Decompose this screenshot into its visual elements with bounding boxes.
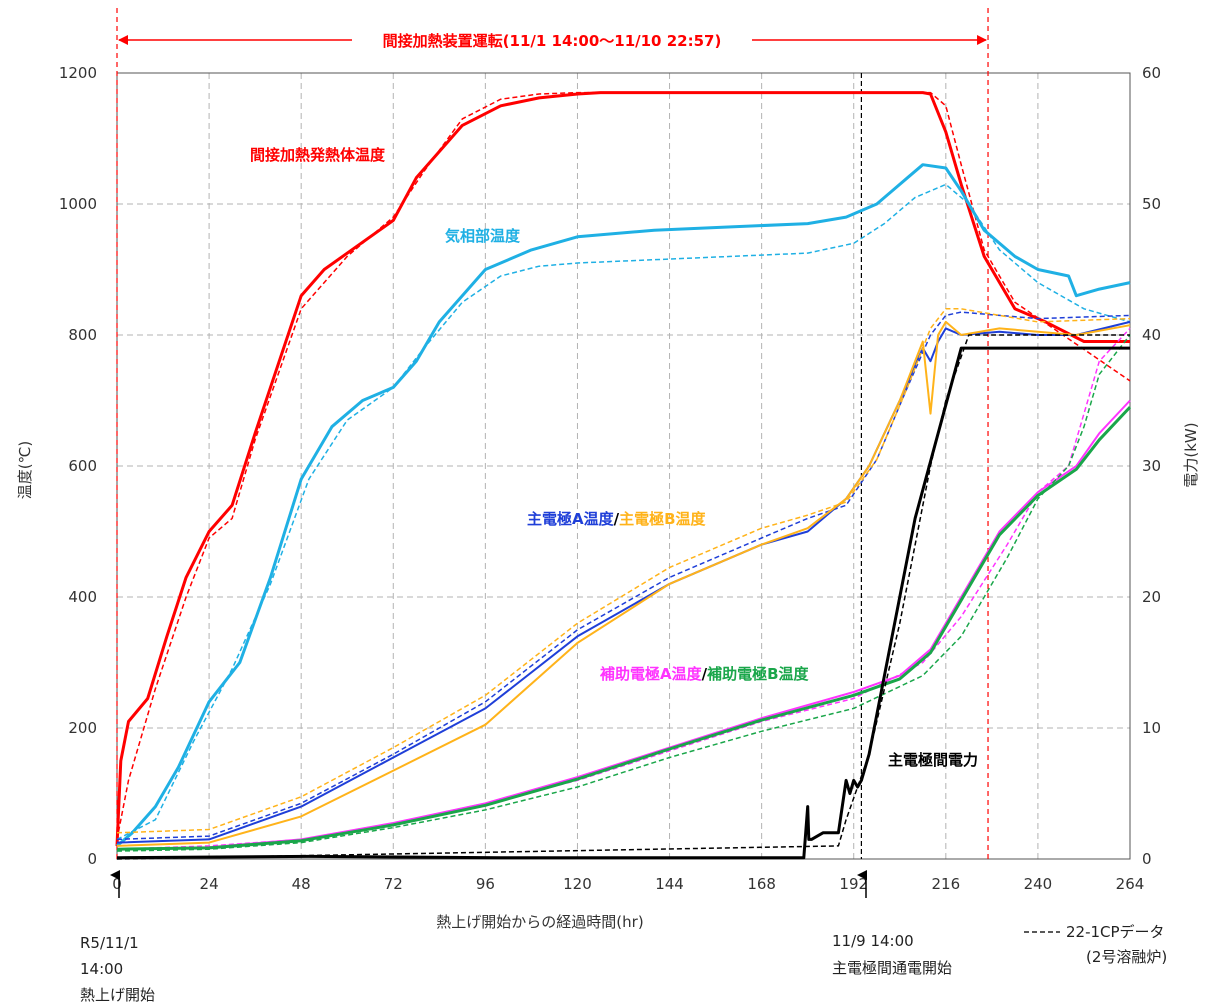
current-note: 11/9 14:00 主電極間通電開始 xyxy=(832,932,952,977)
y2-tick-60: 60 xyxy=(1142,64,1161,82)
series-gas-solid xyxy=(116,163,1131,848)
y2-tick-30: 30 xyxy=(1142,457,1161,475)
start-note-date: R5/11/1 xyxy=(80,934,139,952)
y-tick-0: 0 xyxy=(87,850,97,868)
start-note-text: 熱上げ開始 xyxy=(80,986,155,1003)
label-heater: 間接加熱発熱体温度 xyxy=(250,146,386,164)
y2-tick-0: 0 xyxy=(1142,850,1152,868)
label-aux-a: 補助電極A温度 xyxy=(599,665,703,683)
x-tick-0: 0 xyxy=(112,875,122,893)
series-main_b-solid xyxy=(116,320,1131,847)
y-tick-200: 200 xyxy=(68,719,97,737)
series-power-dashed xyxy=(116,334,1130,860)
x-tick-144: 144 xyxy=(655,875,684,893)
y-tick-800: 800 xyxy=(68,326,97,344)
label-aux-b: 補助電極B温度 xyxy=(706,665,809,683)
label-main-a: 主電極A温度 xyxy=(527,510,615,528)
legend: 22-1CPデータ (2号溶融炉) xyxy=(1024,923,1167,966)
y-tick-600: 600 xyxy=(68,457,97,475)
y-tick-400: 400 xyxy=(68,588,97,606)
start-note-time: 14:00 xyxy=(80,960,123,978)
x-tick-120: 120 xyxy=(563,875,592,893)
label-gas: 気相部温度 xyxy=(445,227,521,245)
series-heater-dashed xyxy=(116,91,1131,840)
operation-label: 間接加熱装置運転(11/1 14:00～11/10 22:57) xyxy=(383,32,722,50)
label-slash-aux: / xyxy=(702,665,708,683)
x-axis-title: 熱上げ開始からの経過時間(hr) xyxy=(436,913,643,931)
series-aux_b-solid xyxy=(116,406,1132,851)
legend-line-2: (2号溶融炉) xyxy=(1086,948,1167,966)
x-tick-264: 264 xyxy=(1116,875,1145,893)
x-tick-72: 72 xyxy=(384,875,403,893)
current-note-text: 主電極間通電開始 xyxy=(832,959,952,977)
y-axis-title: 温度(℃) xyxy=(16,441,34,500)
current-note-time: 11/9 14:00 xyxy=(832,932,914,950)
label-main-b: 主電極B温度 xyxy=(619,510,706,528)
y-tick-1000: 1000 xyxy=(59,195,97,213)
y-tick-labels: 0 200 400 600 800 1000 1200 xyxy=(59,64,97,868)
y2-tick-40: 40 xyxy=(1142,326,1161,344)
operation-period: 間接加熱装置運転(11/1 14:00～11/10 22:57) xyxy=(116,8,989,859)
series-gas-dashed xyxy=(116,183,1131,841)
label-power: 主電極間電力 xyxy=(888,751,978,769)
x-tick-216: 216 xyxy=(931,875,960,893)
y2-tick-labels: 0 10 20 30 40 50 60 xyxy=(1142,64,1161,868)
series-aux_a-dashed xyxy=(116,327,1131,850)
series-aux_a-solid xyxy=(116,399,1131,851)
x-tick-168: 168 xyxy=(747,875,776,893)
label-slash-main: / xyxy=(614,510,620,528)
grid-lines xyxy=(117,73,1130,859)
series-heater-solid xyxy=(115,91,1130,846)
x-tick-24: 24 xyxy=(200,875,219,893)
legend-line-1: 22-1CPデータ xyxy=(1066,923,1165,941)
x-tick-96: 96 xyxy=(476,875,495,893)
x-tick-192: 192 xyxy=(839,875,868,893)
series-main_a-dashed xyxy=(116,311,1131,841)
x-tick-240: 240 xyxy=(1024,875,1053,893)
series-aux_b-dashed xyxy=(116,334,1131,852)
series-lines xyxy=(115,91,1132,860)
label-aux-electrodes: 補助電極A温度/補助電極B温度 xyxy=(599,665,810,683)
y2-axis-title: 電力(kW) xyxy=(1182,422,1200,487)
y2-tick-10: 10 xyxy=(1142,719,1161,737)
y2-tick-20: 20 xyxy=(1142,588,1161,606)
y2-tick-50: 50 xyxy=(1142,195,1161,213)
x-tick-labels: 0 24 48 72 96 120 144 168 192 216 240 264 xyxy=(112,875,1144,893)
y-tick-1200: 1200 xyxy=(59,64,97,82)
start-note: R5/11/1 14:00 熱上げ開始 xyxy=(80,934,155,1003)
x-tick-48: 48 xyxy=(292,875,311,893)
series-main_b-dashed xyxy=(116,308,1131,834)
label-main-electrodes: 主電極A温度/主電極B温度 xyxy=(527,510,707,528)
